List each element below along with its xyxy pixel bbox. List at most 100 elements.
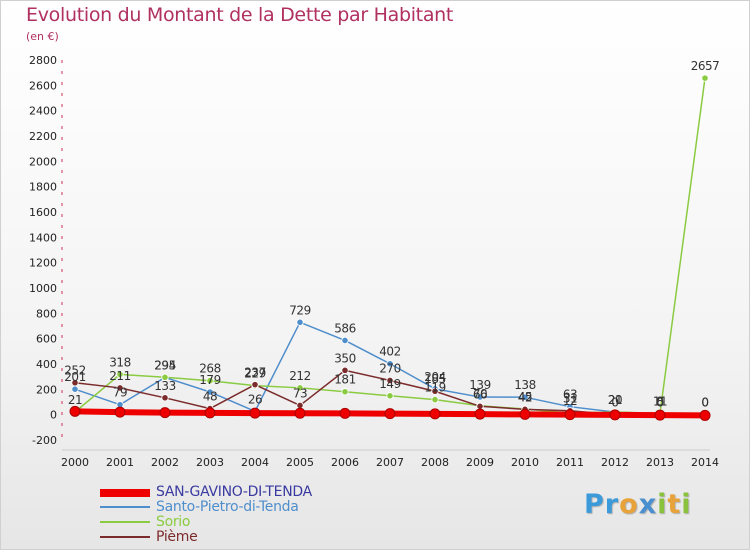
data-label: 20 [608,393,622,407]
series-marker-3 [71,379,79,387]
data-label: 252 [64,364,85,378]
proxiti-logo: Proxiti [584,489,692,520]
series-marker-2 [161,373,169,381]
data-label: 268 [199,362,220,376]
legend-swatch-san-gavino [100,489,150,497]
data-label: 26 [248,392,262,406]
data-label: 2657 [691,59,720,73]
series-marker-0 [564,409,576,421]
series-marker-2 [431,395,439,404]
y-tick-label: 0 [50,409,57,422]
logo-letter: P [584,489,605,520]
series-marker-1 [206,388,214,396]
x-tick-label: 2014 [691,456,719,469]
data-label: 31 [563,392,577,406]
data-label: 42 [518,390,532,404]
series-marker-2 [701,74,709,82]
data-label: 211 [109,369,130,383]
chart-title: Evolution du Montant de la Dette par Hab… [26,4,454,26]
series-marker-0 [114,406,126,418]
series-marker-3 [251,381,259,389]
series-marker-1 [341,336,349,345]
chart-subtitle: (en €) [26,30,59,43]
data-label: 149 [379,377,400,391]
x-tick-label: 2000 [61,456,89,469]
data-label: 204 [424,370,445,384]
x-tick-label: 2003 [196,456,224,469]
data-label: 70 [473,387,487,401]
data-label: 21 [68,393,82,407]
data-label: 294 [154,358,175,372]
data-label: 45 [518,390,532,404]
series-marker-2 [296,384,304,392]
data-label: 0 [701,396,708,410]
series-marker-0 [159,407,171,419]
logo-letter: i [657,489,668,520]
data-label: 729 [289,303,310,317]
y-tick-label: 1600 [29,206,57,219]
data-label: 48 [203,390,217,404]
data-label: 295 [154,358,175,372]
y-tick-label: 2200 [29,130,57,143]
data-label: 11 [653,394,667,408]
data-label: 139 [469,378,490,392]
data-label: 586 [334,321,355,335]
series-marker-3 [476,402,484,410]
data-label: 0 [611,396,618,410]
series-marker-0 [204,407,216,419]
x-tick-label: 2004 [241,456,269,469]
x-tick-label: 2007 [376,456,404,469]
series-marker-2 [341,388,349,396]
series-marker-3 [296,401,304,410]
x-tick-label: 2012 [601,456,629,469]
data-label: 185 [424,372,445,386]
legend-swatch-santo-pietro [100,506,150,508]
series-marker-0 [609,409,621,421]
series-marker-0 [429,408,441,420]
series-marker-0 [654,409,666,421]
logo-letter: x [638,489,658,520]
data-label: 138 [514,378,535,392]
data-label: 63 [563,388,577,402]
x-tick-label: 2008 [421,456,449,469]
series-marker-1 [71,385,79,393]
series-marker-3 [341,366,349,374]
y-tick-label: 200 [36,383,57,396]
data-label: 12 [563,394,577,408]
series-marker-2 [206,377,214,385]
series-marker-2 [116,370,124,378]
logo-letter: i [681,489,692,520]
series-marker-0 [699,409,711,421]
data-label: 270 [379,361,400,375]
data-label: 229 [244,367,265,381]
y-tick-label: 2600 [29,79,57,92]
data-label: 212 [289,369,310,383]
series-marker-0 [294,407,306,419]
logo-letter: t [667,489,682,520]
y-tick-label: 1200 [29,257,57,270]
series-marker-1 [386,360,394,368]
logo-letter: r [604,489,620,520]
legend-label-sorio: Sorio [156,514,191,530]
series-marker-1 [476,393,484,401]
series-marker-0 [384,408,396,420]
y-tick-label: 1000 [29,282,57,295]
y-tick-label: 600 [36,333,57,346]
y-tick-label: 1800 [29,181,57,194]
data-label: 73 [293,386,307,400]
series-marker-0 [249,407,261,419]
series-marker-0 [339,407,351,419]
data-label: 237 [244,366,265,380]
y-tick-label: 2000 [29,155,57,168]
data-label: 119 [424,381,445,395]
legend-label-pieve: Pième [156,529,198,545]
data-label: 201 [64,370,85,384]
series-marker-2 [386,392,394,400]
data-label: 21 [608,393,622,407]
y-tick-label: 400 [36,358,57,371]
data-label: 318 [109,355,130,369]
y-tick-label: -200 [32,434,57,447]
series-marker-1 [521,393,529,401]
x-tick-label: 2013 [646,456,674,469]
